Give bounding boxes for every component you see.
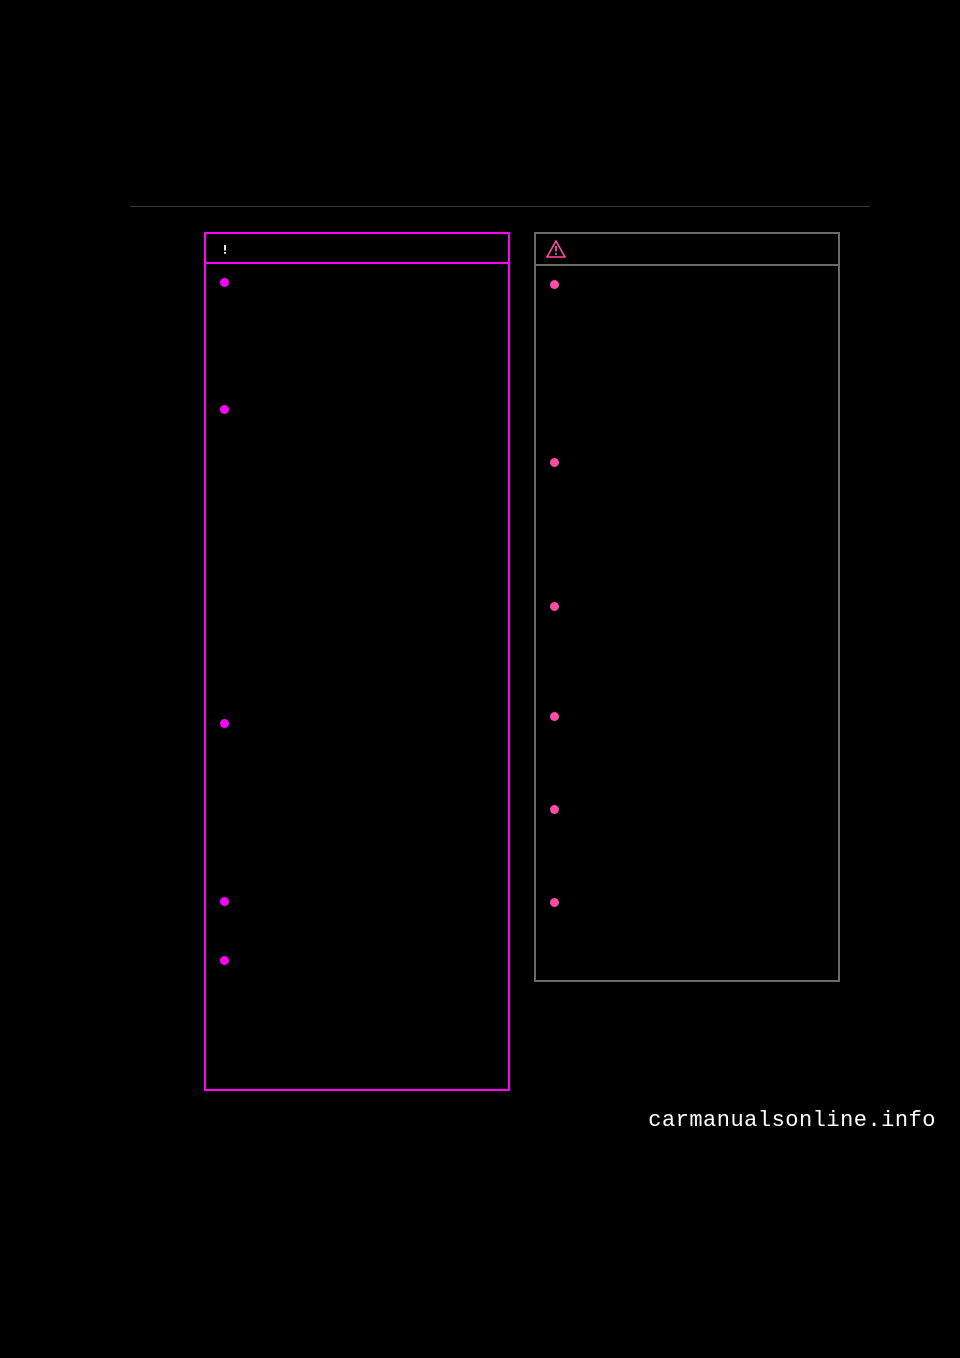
warning-box-primary-title: WARNING bbox=[242, 241, 308, 256]
list-item bbox=[220, 401, 494, 707]
left-column: WARNING bbox=[204, 232, 510, 1091]
footer-watermark: carmanualsonline.info bbox=[648, 1108, 936, 1133]
list-item bbox=[550, 894, 824, 962]
bullet-icon bbox=[550, 458, 559, 467]
list-item bbox=[220, 952, 494, 1071]
page-root: WARNING bbox=[0, 0, 960, 1151]
warning-triangle-solid-icon bbox=[216, 240, 234, 256]
list-item bbox=[220, 893, 494, 944]
list-item bbox=[550, 801, 824, 886]
bullet-icon bbox=[220, 719, 229, 728]
bullet-icon bbox=[550, 280, 559, 289]
bullet-icon bbox=[220, 897, 229, 906]
bullet-icon bbox=[550, 602, 559, 611]
warning-box-primary-header: WARNING bbox=[206, 234, 508, 264]
list-item bbox=[220, 274, 494, 393]
header-divider bbox=[130, 206, 870, 207]
warning-box-primary-body bbox=[206, 264, 508, 1089]
right-column bbox=[534, 232, 840, 1091]
bullet-icon bbox=[550, 805, 559, 814]
content-columns: WARNING bbox=[0, 0, 960, 1091]
list-item bbox=[550, 454, 824, 590]
warning-triangle-outline-icon bbox=[546, 240, 566, 258]
warning-box-secondary-header bbox=[536, 234, 838, 266]
list-item bbox=[550, 598, 824, 700]
list-item bbox=[550, 276, 824, 446]
warning-box-secondary-body bbox=[536, 266, 838, 980]
bullet-icon bbox=[550, 712, 559, 721]
warning-box-secondary bbox=[534, 232, 840, 982]
bullet-icon bbox=[220, 405, 229, 414]
bullet-icon bbox=[220, 278, 229, 287]
list-item bbox=[220, 715, 494, 885]
bullet-icon bbox=[550, 898, 559, 907]
bullet-icon bbox=[220, 956, 229, 965]
list-item bbox=[550, 708, 824, 793]
warning-box-primary: WARNING bbox=[204, 232, 510, 1091]
